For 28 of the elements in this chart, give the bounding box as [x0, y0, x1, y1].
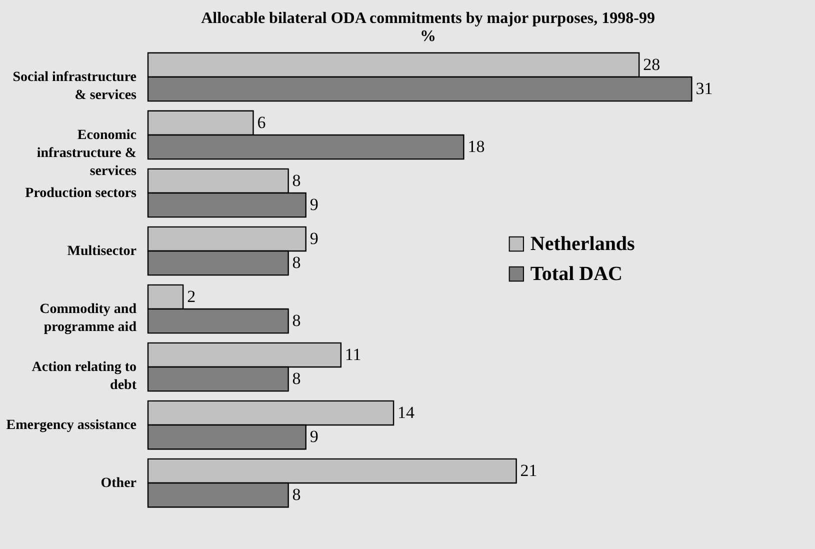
- data-label: 9: [310, 228, 318, 248]
- data-label: 8: [292, 311, 301, 330]
- y-tick-label: Economic infrastructure & services: [36, 128, 138, 179]
- y-tick-label: Action relating to debt: [32, 360, 137, 394]
- data-label: 14: [398, 402, 416, 422]
- data-label: 28: [643, 54, 660, 74]
- y-tick-label: Commodity and programme aid: [40, 302, 137, 336]
- data-label: 8: [292, 369, 301, 388]
- data-label: 9: [310, 427, 318, 446]
- data-label: 21: [520, 460, 538, 480]
- data-label: 18: [468, 137, 485, 156]
- data-label: 8: [292, 253, 301, 272]
- chart-subtitle: %: [420, 28, 436, 45]
- y-tick-label: Emergency assistance: [6, 418, 136, 434]
- y-tick-label: Multisector: [67, 244, 136, 259]
- data-label: 9: [310, 195, 318, 214]
- y-tick-label: Production sectors: [25, 186, 138, 201]
- data-label: 8: [292, 485, 301, 504]
- legend-label: Total DAC: [530, 263, 622, 285]
- data-label: 2: [187, 286, 196, 306]
- data-label: 31: [696, 79, 713, 98]
- data-label: 11: [344, 344, 362, 364]
- y-tick-label: Other: [100, 476, 136, 492]
- data-label: 8: [292, 170, 301, 190]
- y-tick-label: Social infrastructure & services: [12, 70, 138, 103]
- chart-title: Allocable bilateral ODA commitments by major purposes, 1998-99: [201, 10, 655, 27]
- data-label: 6: [257, 112, 266, 132]
- legend-label: Netherlands: [530, 233, 636, 255]
